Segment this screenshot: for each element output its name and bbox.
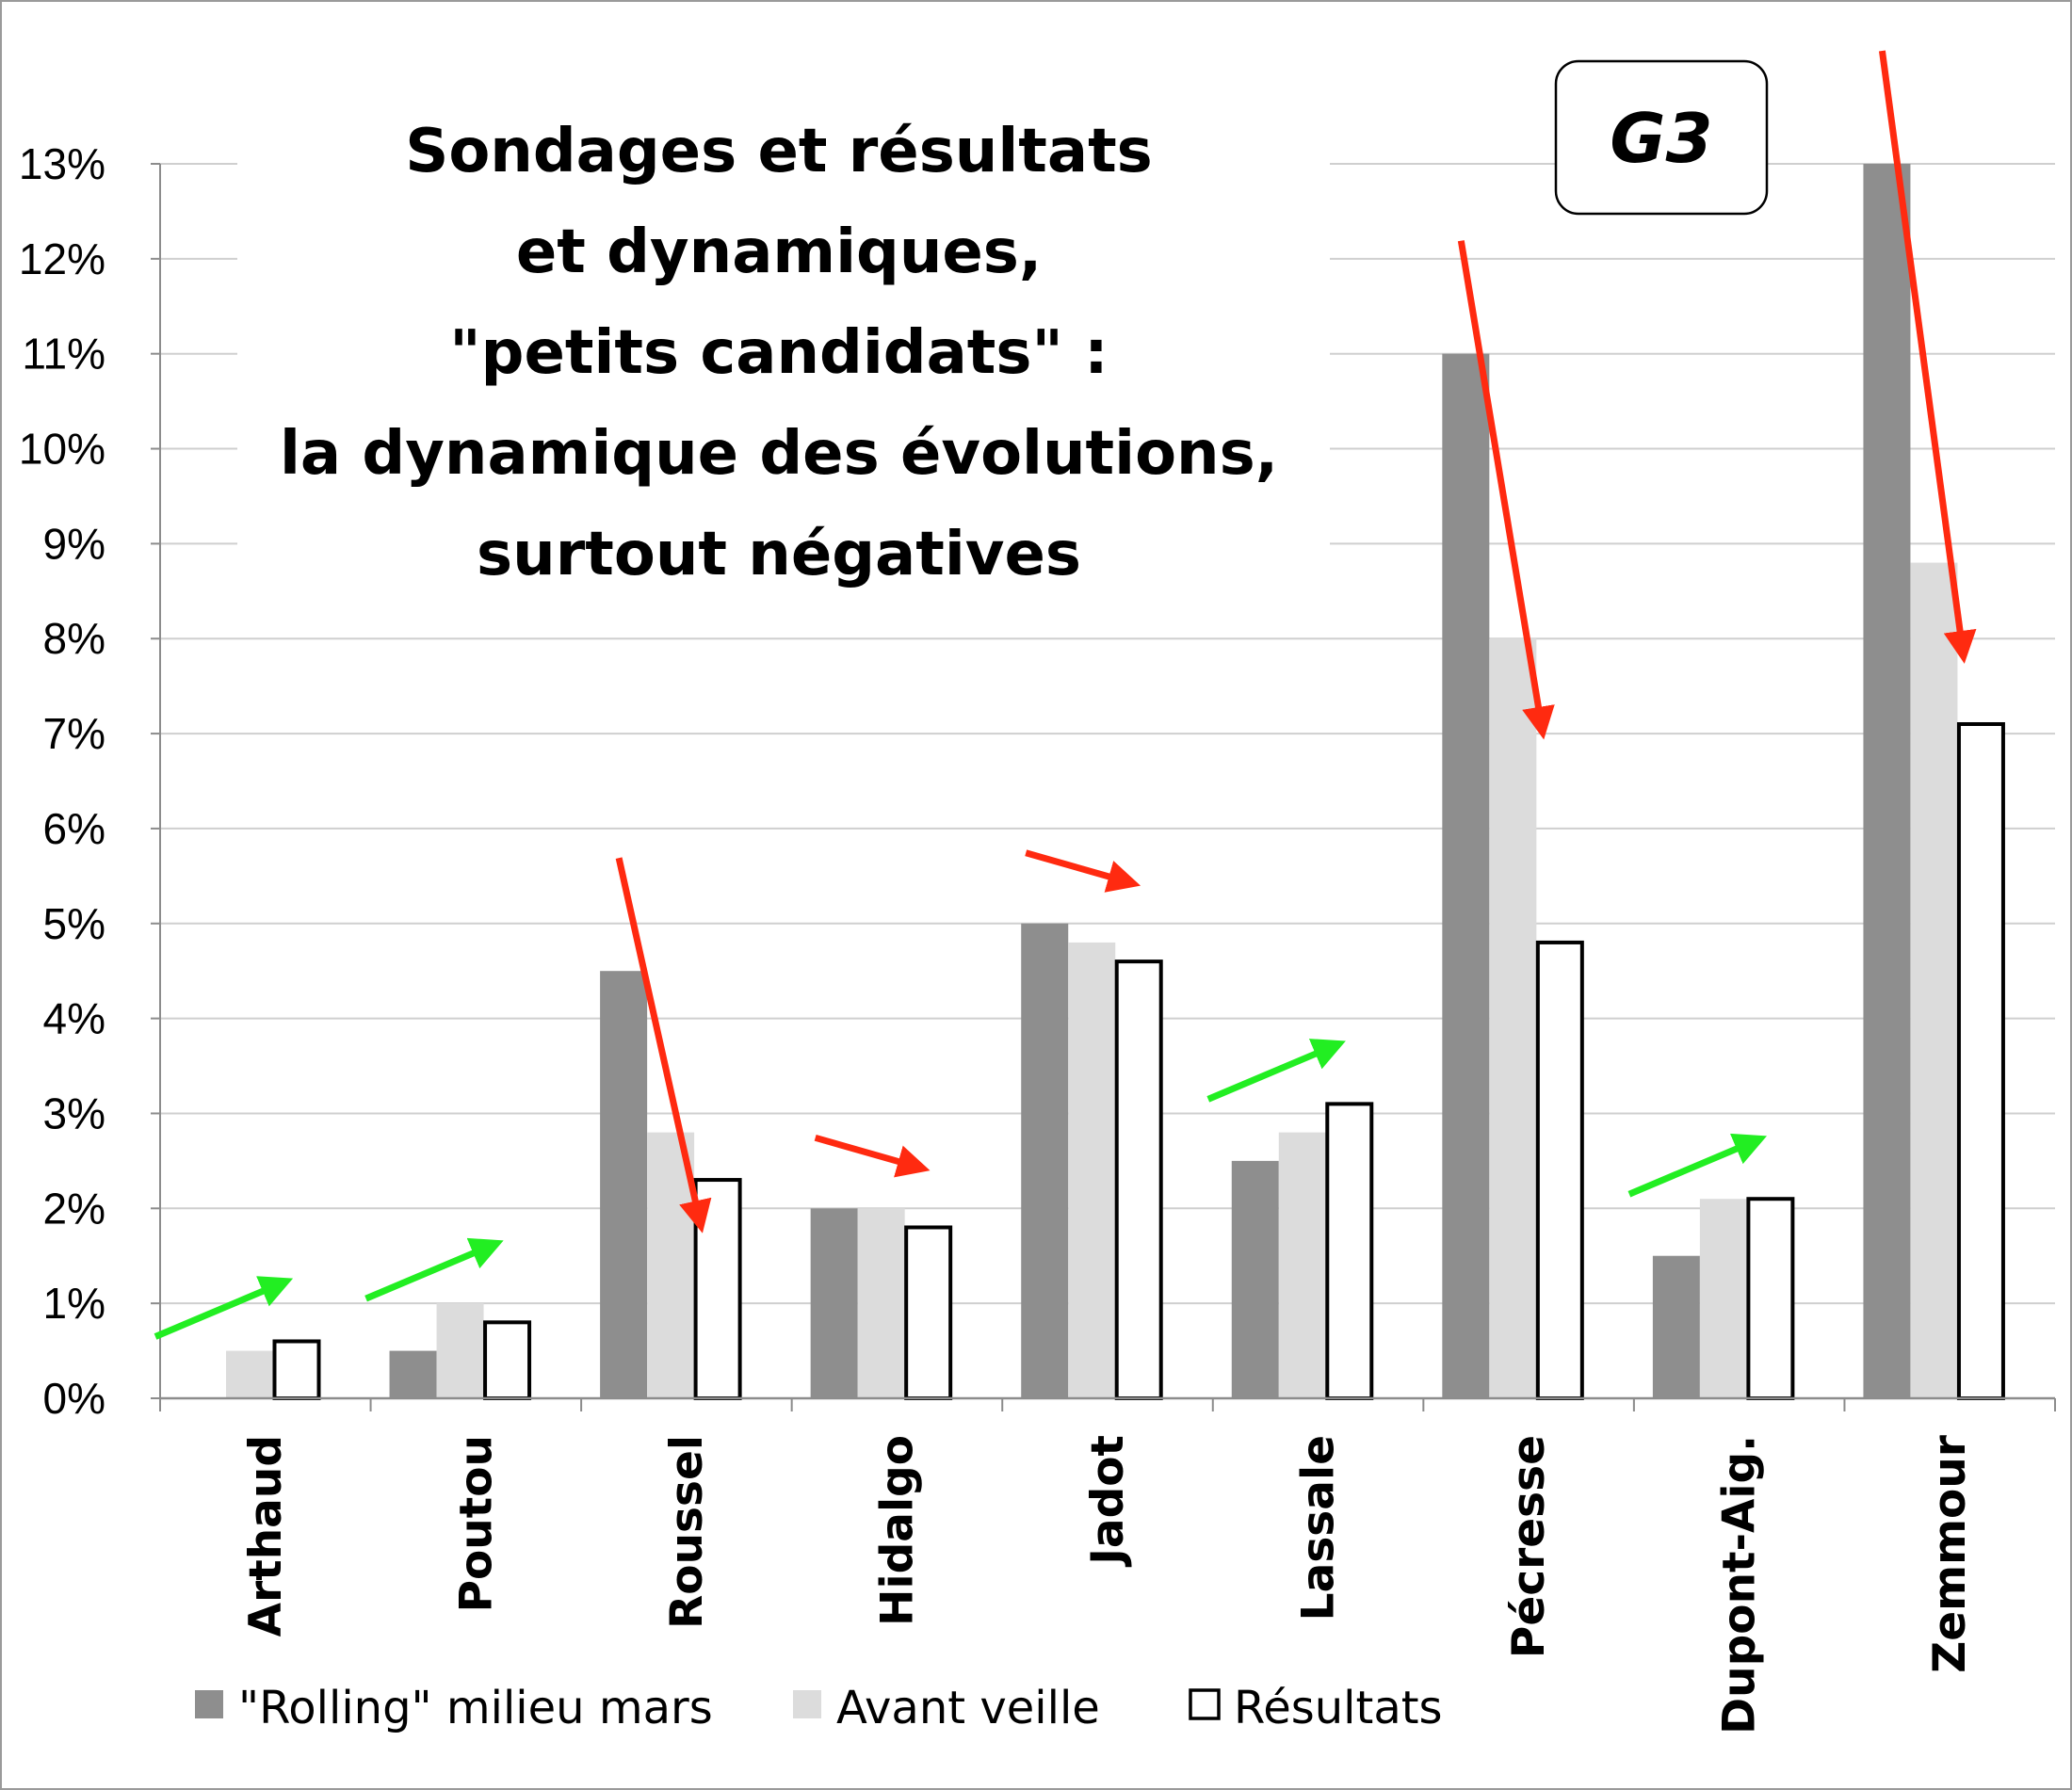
- badge-label: G3: [1610, 99, 1712, 178]
- legend-label: Résultats: [1234, 1682, 1443, 1734]
- legend-label: "Rolling" milieu mars: [238, 1682, 713, 1734]
- y-axis-ticks: 0% 1% 2% 3% 4% 5% 6% 7% 8% 9% 10% 11% 12% 13%: [19, 139, 160, 1423]
- bar-resultats: [483, 1320, 532, 1401]
- y-tick-label: 8%: [43, 614, 105, 663]
- y-tick-label: 11%: [22, 330, 105, 379]
- title-line: Sondages et résultats: [405, 117, 1153, 186]
- x-tick-label: Roussel: [661, 1435, 713, 1629]
- x-tick-label: Pécresse: [1503, 1435, 1555, 1658]
- trend-arrow-down: [1457, 240, 1555, 740]
- bars: [226, 164, 2005, 1401]
- bar-avant-veille: [436, 1303, 484, 1398]
- badge: G3: [1554, 59, 1769, 216]
- y-tick-label: 6%: [43, 804, 105, 853]
- trend-arrow-up: [1206, 1039, 1346, 1103]
- trend-arrow-up: [154, 1276, 294, 1340]
- y-tick-label: 4%: [43, 994, 105, 1043]
- bar-resultats: [693, 1178, 742, 1400]
- bar-avant-veille: [857, 1208, 905, 1398]
- bar-avant-veille: [1068, 942, 1116, 1398]
- trend-arrow-down: [814, 1134, 931, 1178]
- x-tick-label: Hidalgo: [871, 1435, 923, 1626]
- x-tick-label: Poutou: [450, 1435, 502, 1612]
- bar-resultats: [1956, 721, 2005, 1400]
- x-tick-label: Jadot: [1082, 1435, 1134, 1568]
- title-line: "petits candidats" :: [449, 318, 1108, 388]
- trend-arrow-down: [1025, 849, 1141, 893]
- x-tick-label: Lassale: [1293, 1435, 1345, 1621]
- chart-title: Sondages et résultats et dynamiques, "pe…: [237, 101, 1330, 609]
- y-tick-label: 0%: [43, 1374, 105, 1423]
- title-line: et dynamiques,: [516, 218, 1042, 287]
- bar-rolling: [810, 1208, 858, 1398]
- legend-swatch: [1189, 1688, 1221, 1720]
- trend-arrow-up: [1627, 1133, 1768, 1198]
- x-axis-labels: Arthaud Poutou Roussel Hidalgo Jadot Lassale P…: [240, 1434, 1976, 1734]
- legend: "Rolling" milieu mars Avant veille Résulta…: [195, 1682, 1443, 1734]
- bar-rolling: [1652, 1255, 1700, 1398]
- legend-label: Avant veille: [836, 1682, 1100, 1734]
- title-line: la dynamique des évolutions,: [280, 419, 1278, 489]
- bar-avant-veille: [1278, 1132, 1326, 1398]
- bar-rolling: [1021, 923, 1069, 1398]
- y-tick-label: 12%: [19, 234, 105, 283]
- trend-arrows: [154, 50, 1977, 1340]
- title-line: surtout négatives: [477, 520, 1081, 589]
- bar-rolling: [389, 1350, 437, 1398]
- y-tick-label: 5%: [43, 899, 105, 948]
- x-tick-label: Dupont-Aig.: [1714, 1435, 1766, 1734]
- bar-resultats: [904, 1225, 953, 1400]
- bar-rolling: [1231, 1160, 1279, 1398]
- bar-avant-veille: [1910, 562, 1958, 1398]
- legend-swatch: [793, 1690, 821, 1718]
- y-tick-label: 10%: [19, 425, 105, 474]
- y-tick-label: 2%: [43, 1184, 105, 1233]
- bar-rolling: [1863, 164, 1911, 1398]
- trend-arrow-down: [1878, 50, 1977, 664]
- y-tick-label: 13%: [19, 139, 105, 188]
- trend-arrow-up: [364, 1237, 504, 1302]
- bar-rolling: [600, 971, 648, 1398]
- title-background: [237, 101, 1330, 609]
- x-tick-label: Zemmour: [1924, 1434, 1976, 1673]
- trend-arrow-down: [615, 857, 712, 1234]
- bar-resultats: [1535, 940, 1584, 1400]
- bar-rolling: [1442, 353, 1490, 1398]
- bar-avant-veille: [1699, 1199, 1747, 1398]
- badge-box: [1554, 59, 1769, 216]
- bar-resultats: [272, 1339, 321, 1400]
- bar-avant-veille: [226, 1350, 273, 1398]
- legend-swatch: [195, 1690, 223, 1718]
- bar-avant-veille: [647, 1132, 695, 1398]
- y-tick-label: 7%: [43, 709, 105, 758]
- y-tick-label: 3%: [43, 1089, 105, 1137]
- axes: [159, 164, 2056, 1411]
- bar-resultats: [1325, 1102, 1374, 1401]
- x-tick-label: Arthaud: [240, 1435, 292, 1637]
- bar-avant-veille: [1489, 638, 1537, 1398]
- y-tick-label: 9%: [43, 519, 105, 568]
- bar-resultats: [1746, 1197, 1795, 1400]
- bar-resultats: [1114, 960, 1163, 1400]
- y-tick-label: 1%: [43, 1279, 105, 1328]
